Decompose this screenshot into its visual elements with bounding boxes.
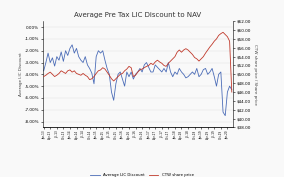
CTW share price <box>97 70 100 72</box>
CTW share price <box>121 72 124 75</box>
Average LIC Discount <box>86 64 89 66</box>
CTW share price <box>73 70 76 72</box>
CTW share price <box>42 76 45 78</box>
Average LIC Discount <box>70 44 74 46</box>
CTW share price <box>221 31 225 33</box>
Average LIC Discount <box>42 70 45 72</box>
Average LIC Discount <box>75 47 78 49</box>
Y-axis label: Average LIC Discount: Average LIC Discount <box>18 52 22 96</box>
CTW share price <box>83 74 87 76</box>
Average LIC Discount <box>99 52 102 54</box>
Line: Average LIC Discount: Average LIC Discount <box>44 45 232 116</box>
Average LIC Discount <box>138 67 142 70</box>
Legend: Average LIC Discount, CTW share price: Average LIC Discount, CTW share price <box>89 172 195 177</box>
Y-axis label: CTW share price / Share price: CTW share price / Share price <box>253 44 257 105</box>
Average LIC Discount <box>123 85 126 87</box>
CTW share price <box>230 91 233 93</box>
Average LIC Discount <box>230 89 233 91</box>
Line: CTW share price: CTW share price <box>44 32 232 92</box>
Average LIC Discount <box>197 76 201 78</box>
CTW share price <box>136 71 139 73</box>
CTW share price <box>195 58 199 60</box>
Average LIC Discount <box>224 115 227 117</box>
Title: Average Pre Tax LIC Discount to NAV: Average Pre Tax LIC Discount to NAV <box>74 12 201 18</box>
